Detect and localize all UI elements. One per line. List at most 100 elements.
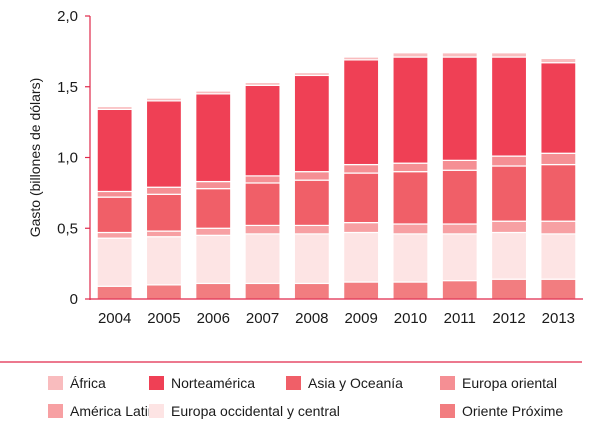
bar-segment xyxy=(343,172,380,224)
bar-segment xyxy=(96,237,133,287)
legend-label: América Latina xyxy=(70,403,164,419)
legend-swatch xyxy=(149,376,164,390)
bar-segment xyxy=(441,56,478,161)
bar-segment xyxy=(244,81,281,86)
bar-segment xyxy=(343,231,380,283)
bar-segment xyxy=(490,165,528,222)
y-tick-label: 0,5 xyxy=(57,220,78,237)
x-tick-label: 2009 xyxy=(344,310,377,327)
y-tick-label: 1,5 xyxy=(57,79,78,96)
bar-segment xyxy=(392,223,429,235)
bar-segment xyxy=(392,171,429,225)
bar-segment xyxy=(490,231,528,280)
bar-segment xyxy=(145,193,183,232)
bar-segment xyxy=(96,105,133,110)
bar-segment xyxy=(441,52,478,58)
bar-segment xyxy=(195,90,232,95)
bar-segment xyxy=(96,190,133,198)
bar-segment xyxy=(195,93,232,183)
bar-segment xyxy=(293,224,330,235)
bar-segment xyxy=(145,100,183,188)
bar-segment xyxy=(490,155,528,167)
x-tick-label: 2013 xyxy=(542,310,575,327)
bar-segment xyxy=(96,231,133,239)
legend-label: Norteamérica xyxy=(171,375,255,391)
bar-segment xyxy=(244,282,281,300)
bar-segment xyxy=(490,52,528,58)
bar-segment xyxy=(145,230,183,238)
legend-label: África xyxy=(70,375,106,391)
bar-segment xyxy=(293,282,330,300)
bar-segment xyxy=(490,56,528,157)
x-tick-label: 2006 xyxy=(197,310,230,327)
legend-label: Europa oriental xyxy=(462,375,557,391)
bar-segment xyxy=(195,188,232,229)
bar-segment xyxy=(145,284,183,300)
bar-segment xyxy=(293,74,330,173)
bar-segment xyxy=(441,223,478,235)
bar-segment xyxy=(540,233,577,280)
bar-segment xyxy=(145,186,183,195)
bar-segment xyxy=(293,179,330,227)
bar-segment xyxy=(96,285,133,300)
bar-segment xyxy=(490,220,528,234)
legend-swatch xyxy=(286,376,301,390)
bar-segment xyxy=(343,56,380,61)
bar-segment xyxy=(441,280,478,300)
bar-segment xyxy=(343,59,380,166)
bar-segment xyxy=(392,52,429,58)
bar-segment xyxy=(244,175,281,184)
bar-segment xyxy=(145,236,183,286)
bar-segment xyxy=(392,281,429,300)
bar-segment xyxy=(96,108,133,193)
axes-layer: 2004 2005 2006 2007 2008 2009 2010 2011 2012 2013… xyxy=(27,8,583,327)
x-tick-label: 2004 xyxy=(98,310,131,327)
x-tick-label: 2012 xyxy=(492,310,525,327)
bar-segment xyxy=(540,163,577,222)
bar-segment xyxy=(96,196,133,234)
x-tick-label: 2011 xyxy=(444,310,476,327)
bar-segment xyxy=(392,233,429,283)
bars-layer xyxy=(96,52,577,300)
bar-segment xyxy=(195,180,232,190)
bar-segment xyxy=(195,282,232,300)
y-axis-title: Gasto (billones de dólars) xyxy=(27,78,43,238)
x-tick-label: 2010 xyxy=(394,310,427,327)
bar-segment xyxy=(392,162,429,173)
bar-segment xyxy=(441,233,478,282)
bar-segment xyxy=(244,182,281,227)
legend-label: Oriente Próxime xyxy=(462,403,563,419)
bar-segment xyxy=(293,71,330,77)
y-tick-label: 0 xyxy=(70,291,78,308)
x-tick-label: 2007 xyxy=(246,310,279,327)
x-tick-label: 2005 xyxy=(147,310,180,327)
bar-segment xyxy=(490,278,528,300)
bar-segment xyxy=(540,152,577,166)
bar-segment xyxy=(244,233,281,285)
bar-segment xyxy=(244,84,281,177)
legend-swatch xyxy=(440,404,455,418)
bar-segment xyxy=(195,234,232,285)
bar-segment xyxy=(293,171,330,181)
bar-segment xyxy=(441,169,478,225)
bar-segment xyxy=(540,57,577,64)
bar-segment xyxy=(540,278,577,300)
y-tick-label: 2,0 xyxy=(57,8,78,25)
bar-segment xyxy=(293,233,330,285)
bar-segment xyxy=(441,159,478,171)
legend-label: Europa occidental y central xyxy=(171,403,340,419)
bar-segment xyxy=(343,281,380,300)
legend-swatch xyxy=(48,404,63,418)
legend-swatch xyxy=(149,404,164,418)
bar-segment xyxy=(244,224,281,235)
bar-segment xyxy=(392,56,429,164)
x-tick-label: 2008 xyxy=(295,310,328,327)
bar-segment xyxy=(540,62,577,154)
legend-swatch xyxy=(48,376,63,390)
legend-label: Asia y Oceanía xyxy=(308,375,403,391)
legend: África Norteamérica Asia y Oceanía Europa o… xyxy=(0,361,582,419)
bar-segment xyxy=(343,163,380,174)
y-tick-label: 1,0 xyxy=(57,150,78,167)
